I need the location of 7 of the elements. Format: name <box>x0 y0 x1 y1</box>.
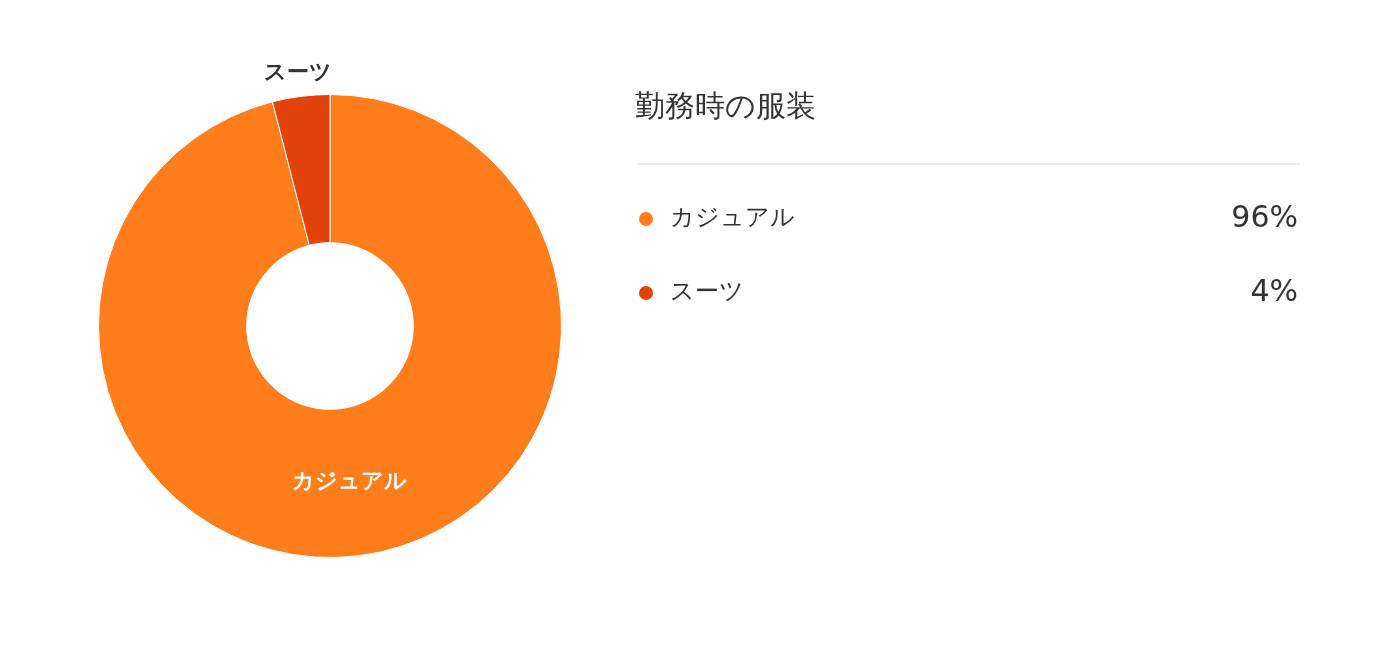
legend-label: カジュアル <box>670 203 795 232</box>
legend-label: スーツ <box>670 277 744 306</box>
text: 勤務時の服装 <box>635 87 816 123</box>
data-label: 4% <box>1250 272 1298 308</box>
slice-label: スーツ <box>264 59 333 85</box>
data-label: 96% <box>1231 198 1298 234</box>
slice-label: カジュアル <box>292 467 408 493</box>
